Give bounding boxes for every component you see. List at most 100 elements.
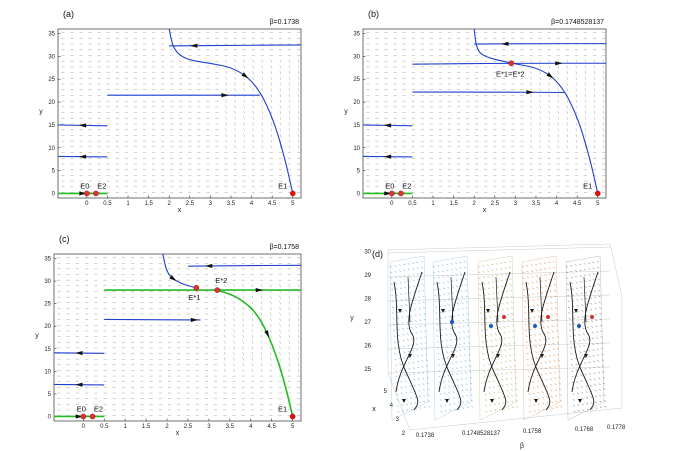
sheet-trajectory <box>527 271 555 393</box>
vector-glyph <box>233 363 235 367</box>
field-dot <box>397 328 400 331</box>
vector-glyph <box>288 65 291 69</box>
field-dot <box>455 279 458 282</box>
field-dot <box>509 284 512 286</box>
y-tick-label: 25 <box>44 302 51 308</box>
field-dot <box>445 333 448 336</box>
beta-label: β=0.1738 <box>269 19 299 26</box>
field-dot <box>451 362 454 364</box>
field-dot <box>424 330 427 333</box>
vector-glyph <box>224 368 226 373</box>
field-dot <box>588 355 591 358</box>
vector-glyph <box>225 59 227 63</box>
field-dot <box>546 320 549 322</box>
x-tick-label: 5 <box>596 201 600 207</box>
field-dot <box>400 386 403 389</box>
field-dot <box>413 285 416 288</box>
field-dot <box>452 397 456 399</box>
field-dot <box>457 402 460 404</box>
vector-glyph <box>297 88 300 92</box>
field-dot <box>434 306 438 309</box>
field-dot <box>422 295 425 298</box>
field-dot <box>545 302 549 305</box>
field-dot <box>458 337 461 340</box>
field-dot <box>543 338 546 341</box>
vector-glyph <box>297 105 300 109</box>
vector-glyph <box>530 145 532 149</box>
field-dot <box>425 359 428 362</box>
vector-glyph <box>530 71 532 75</box>
field-dot <box>555 313 558 315</box>
field-dot <box>463 336 466 339</box>
vector-glyph <box>261 76 264 80</box>
x-tick-label: 1.5 <box>449 201 458 207</box>
field-dot <box>414 396 417 399</box>
vector-glyph <box>575 145 578 149</box>
field-dot <box>511 313 514 315</box>
trajectory <box>473 28 599 194</box>
vector-glyph <box>297 284 300 288</box>
field-dot <box>504 355 507 357</box>
x-tick-label: 5 <box>384 389 388 395</box>
vector-glyph <box>530 105 532 109</box>
field-dot <box>553 365 556 368</box>
field-dot <box>419 407 422 409</box>
field-dot <box>397 334 400 337</box>
vector-glyph <box>288 105 291 109</box>
field-dot <box>594 395 597 398</box>
field-dot <box>441 264 444 267</box>
vector-glyph <box>233 340 235 344</box>
vector-glyph <box>270 284 272 288</box>
field-dot <box>457 396 460 399</box>
field-dot <box>510 295 513 298</box>
field-dot <box>528 399 531 401</box>
panel-label: (b) <box>368 9 379 19</box>
grid-line <box>387 318 611 326</box>
field-dot <box>451 280 454 283</box>
field-dot <box>592 261 595 264</box>
vector-glyph <box>270 312 272 316</box>
field-dot <box>427 388 430 391</box>
field-dot <box>416 349 419 351</box>
field-dot <box>421 278 424 280</box>
field-dot <box>507 331 510 333</box>
x-axis-label: x <box>178 207 182 214</box>
y-tick-label: 35 <box>353 32 360 38</box>
field-dot <box>451 368 454 370</box>
field-dot <box>465 295 468 298</box>
field-dot <box>422 389 425 391</box>
field-dot <box>394 352 397 355</box>
sheet-outline <box>389 255 429 421</box>
field-dot <box>551 401 554 404</box>
field-dot <box>406 333 409 335</box>
field-dot <box>504 261 507 264</box>
field-dot <box>598 301 601 304</box>
field-dot <box>581 391 584 394</box>
field-dot <box>479 306 483 309</box>
field-dot <box>593 366 596 369</box>
field-dot <box>460 378 463 380</box>
field-dot <box>546 396 549 399</box>
vector-glyph <box>288 306 291 310</box>
field-dot <box>390 277 393 280</box>
sheet-trajectory <box>569 281 595 411</box>
x-axis-label: x <box>176 430 180 437</box>
field-dot <box>392 317 395 320</box>
field-dot <box>416 355 419 357</box>
field-dot <box>449 409 452 412</box>
field-dot <box>501 373 504 375</box>
vector-glyph <box>602 133 605 138</box>
vector-glyph <box>242 368 244 373</box>
field-dot <box>541 297 544 300</box>
vector-glyph <box>270 351 272 356</box>
field-dot <box>481 341 484 343</box>
field-dot <box>404 292 407 295</box>
trajectory-arrow <box>189 43 198 48</box>
vector-glyph <box>548 111 550 115</box>
field-dot <box>442 287 445 290</box>
field-dot <box>435 312 438 314</box>
field-dot <box>531 369 534 372</box>
vector-glyph <box>297 111 300 115</box>
field-dot <box>578 339 581 342</box>
field-dot <box>413 302 417 305</box>
